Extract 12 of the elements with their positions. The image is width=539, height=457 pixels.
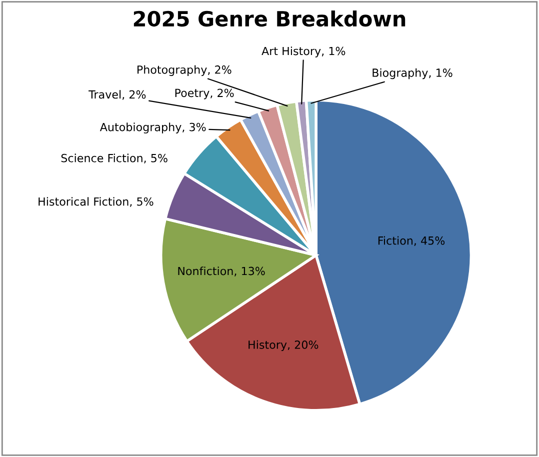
slice-label: History, 20% [248,340,318,352]
slice-label: Photography, 2% [138,65,232,76]
slice-label: Historical Fiction, 5% [38,197,154,207]
slice-label: Autobiography, 3% [100,122,206,134]
slice-label: Fiction, 45% [378,236,445,246]
chart-title: 2025 Genre Breakdown [134,10,406,27]
slice-label: Art History, 1% [262,46,346,58]
slice-label: Biography, 1% [372,68,452,80]
slice-label: Science Fiction, 5% [61,154,168,164]
slice-label: Travel, 2% [88,90,146,100]
slice-label: Poetry, 2% [175,88,234,100]
slice-label: Nonfiction, 13% [178,266,265,276]
